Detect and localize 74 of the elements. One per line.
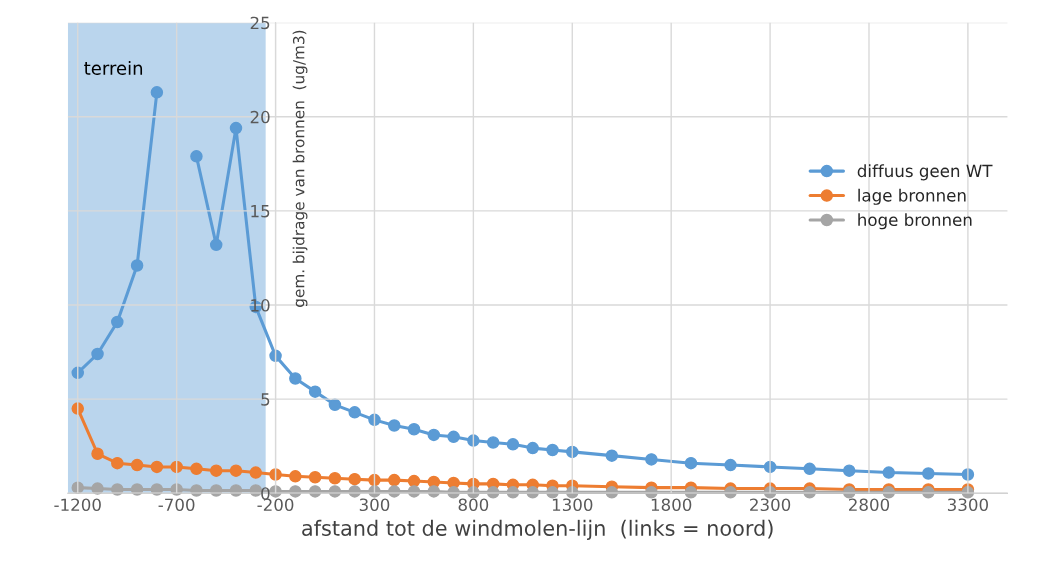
- point: [724, 458, 737, 472]
- y-tick-label: 5: [261, 393, 270, 406]
- point: [249, 466, 263, 479]
- y-tick-label: 25: [250, 16, 270, 30]
- point: [209, 238, 223, 252]
- point: [209, 484, 223, 497]
- point: [368, 413, 381, 427]
- point: [91, 347, 104, 361]
- point: [150, 483, 164, 496]
- y-tick-label: 0: [261, 487, 270, 500]
- legend-label: lage bronnen: [858, 188, 966, 205]
- y-tick-label: 20: [250, 110, 270, 124]
- legend-label: hoge bronnen: [858, 213, 972, 230]
- point: [645, 453, 658, 466]
- point: [111, 483, 124, 496]
- point: [427, 485, 441, 498]
- point: [328, 398, 342, 412]
- x-tick-label: 1300: [552, 498, 593, 512]
- point: [526, 441, 539, 455]
- point: [229, 121, 243, 135]
- point: [546, 443, 559, 457]
- point: [209, 464, 223, 477]
- y-tick-label: 15: [251, 205, 270, 218]
- point: [150, 460, 164, 474]
- x-tick-label: 2800: [849, 498, 890, 512]
- point: [882, 466, 896, 479]
- point: [229, 464, 243, 477]
- x-tick-label: 2300: [750, 498, 791, 512]
- point: [842, 464, 856, 477]
- legend-label: diffuus geen WT: [857, 164, 993, 181]
- point: [91, 447, 104, 461]
- x-tick-label: 1800: [651, 498, 692, 512]
- x-tick-label: 3300: [947, 498, 988, 512]
- point: [427, 428, 441, 442]
- point: [387, 485, 401, 498]
- point: [605, 449, 619, 462]
- x-tick-label: 300: [359, 498, 390, 512]
- y-tick-label: 10: [251, 299, 270, 312]
- point: [111, 315, 124, 329]
- x-tick-label: -200: [257, 498, 294, 512]
- point: [130, 259, 144, 272]
- point: [328, 471, 342, 485]
- point: [229, 484, 243, 497]
- point: [407, 474, 421, 488]
- point: [150, 86, 164, 99]
- point: [308, 471, 322, 484]
- point: [407, 423, 421, 436]
- point: [348, 472, 361, 486]
- y-axis-title: gem. bijdrage van bronnen (ug/m3): [292, 30, 308, 307]
- point: [289, 470, 302, 483]
- point: [348, 406, 361, 419]
- x-axis-title: afstand tot de windmolen-lijn (links = noord): [302, 519, 773, 540]
- point: [486, 436, 500, 449]
- point: [328, 485, 342, 498]
- x-tick-label: -700: [158, 498, 195, 512]
- point: [111, 456, 124, 470]
- point: [289, 372, 302, 385]
- band-label: terrein: [84, 61, 143, 75]
- point: [387, 473, 401, 487]
- point: [447, 430, 460, 444]
- point: [506, 438, 520, 451]
- point: [190, 462, 203, 476]
- x-tick-label: -1200: [54, 498, 101, 512]
- point: [526, 486, 539, 499]
- point: [922, 467, 935, 480]
- point: [308, 485, 322, 498]
- point: [387, 419, 401, 432]
- point: [190, 150, 203, 163]
- point: [130, 458, 144, 472]
- point: [803, 462, 816, 476]
- point: [308, 385, 322, 398]
- x-tick-label: 800: [458, 498, 489, 512]
- point: [91, 482, 104, 495]
- point: [684, 456, 698, 470]
